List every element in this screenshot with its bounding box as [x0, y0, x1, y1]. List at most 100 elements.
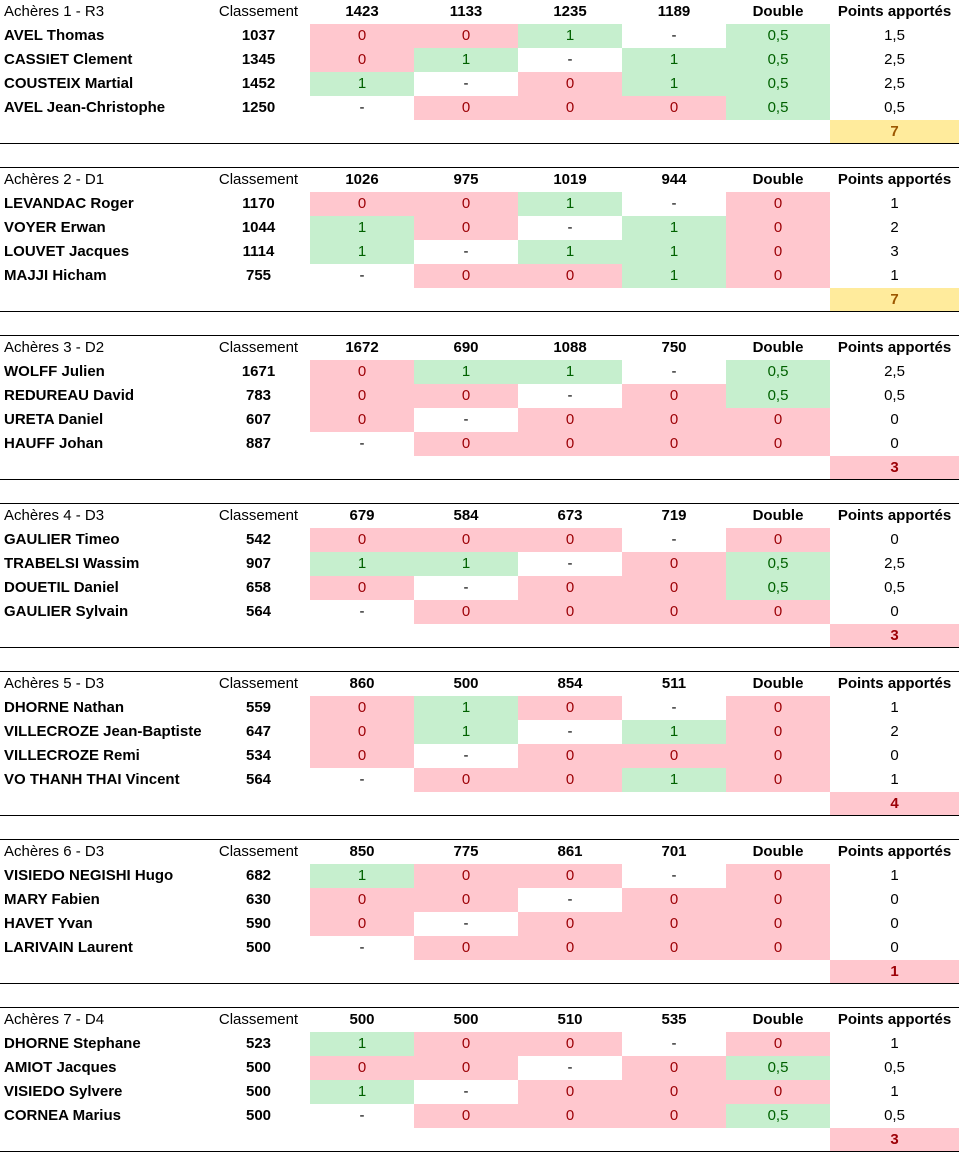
- match-result: -: [671, 195, 677, 212]
- classement-header: Classement: [218, 675, 299, 692]
- opponent-rank: 500: [453, 675, 479, 692]
- match-result: 1: [310, 864, 414, 888]
- player-row: REDUREAU David 783 0 0-0 0,5 0,5: [0, 384, 959, 408]
- match-result: 0: [310, 528, 414, 552]
- player-name: GAULIER Sylvain: [4, 603, 129, 620]
- player-name: AMIOT Jacques: [4, 1059, 117, 1076]
- points-value: 0,5: [884, 579, 905, 596]
- match-result: -: [359, 771, 365, 788]
- points-value: 1: [890, 867, 899, 884]
- match-result: 0: [310, 408, 414, 432]
- player-row: AMIOT Jacques 500 0 0-0 0,5 0,5: [0, 1056, 959, 1080]
- player-name: REDUREAU David: [4, 387, 135, 404]
- player-row: VOYER Erwan 1044 1 0-1 0 2: [0, 216, 959, 240]
- double-result: 0: [726, 528, 830, 552]
- points-value: 0: [890, 915, 899, 932]
- player-rank: 559: [245, 699, 272, 716]
- match-result: -: [359, 435, 365, 452]
- match-result: 0: [414, 216, 518, 240]
- double-result: 0: [726, 192, 830, 216]
- player-name: GAULIER Timeo: [4, 531, 120, 548]
- player-rank: 1250: [241, 99, 276, 116]
- player-row: HAUFF Johan 887-0 0 0 0 0: [0, 432, 959, 456]
- player-name: URETA Daniel: [4, 411, 104, 428]
- opponent-rank: 1189: [657, 3, 691, 20]
- match-result: 0: [310, 576, 414, 600]
- match-result: 0: [518, 1032, 622, 1056]
- row-divider: [0, 815, 959, 816]
- team-total: 7: [830, 120, 959, 144]
- row-divider: [0, 671, 959, 672]
- player-name: TRABELSI Wassim: [4, 555, 140, 572]
- team-total: 3: [830, 624, 959, 648]
- points-value: 0,5: [884, 99, 905, 116]
- player-name: AVEL Thomas: [4, 27, 105, 44]
- match-result: -: [671, 363, 677, 380]
- player-name: HAUFF Johan: [4, 435, 104, 452]
- opponent-rank: 701: [661, 843, 687, 860]
- player-rank: 564: [245, 603, 272, 620]
- player-rank: 607: [245, 411, 272, 428]
- opponent-rank: 1088: [553, 339, 587, 356]
- row-divider: [0, 311, 959, 312]
- opponent-rank: 750: [661, 339, 687, 356]
- row-divider: [0, 479, 959, 480]
- row-divider: [0, 1007, 959, 1008]
- points-value: 1: [890, 267, 899, 284]
- match-result: 0: [518, 408, 622, 432]
- match-result: -: [567, 891, 573, 908]
- team-header-row: Achères 5 - D3 Classement 860 500 854 511 Doub…: [0, 672, 959, 696]
- team-total: 7: [830, 288, 959, 312]
- double-result: 0,5: [726, 576, 830, 600]
- player-rank: 658: [245, 579, 272, 596]
- total-row: 3: [0, 456, 959, 480]
- classement-header: Classement: [218, 1011, 299, 1028]
- double-header: Double: [752, 171, 804, 188]
- opponent-rank: 1133: [449, 3, 483, 20]
- match-result: -: [463, 915, 469, 932]
- double-result: 0: [726, 768, 830, 792]
- points-value: 0: [890, 411, 899, 428]
- total-row: 4: [0, 792, 959, 816]
- team-total: 4: [830, 792, 959, 816]
- opponent-rank: 1235: [553, 3, 587, 20]
- match-result: 0: [310, 48, 414, 72]
- double-result: 0: [726, 936, 830, 960]
- double-result: 0,5: [726, 48, 830, 72]
- match-result: -: [359, 603, 365, 620]
- total-row: 7: [0, 288, 959, 312]
- match-result: 1: [622, 240, 726, 264]
- match-result: 0: [518, 696, 622, 720]
- match-result: -: [359, 1107, 365, 1124]
- total-row: 1: [0, 960, 959, 984]
- player-rank: 630: [245, 891, 272, 908]
- player-row: LEVANDAC Roger 1170 0 0 1-0 1: [0, 192, 959, 216]
- player-rank: 907: [245, 555, 272, 572]
- player-row: DHORNE Stephane 523 1 0 0-0 1: [0, 1032, 959, 1056]
- opponent-rank: 673: [557, 507, 583, 524]
- opponent-rank: 775: [453, 843, 479, 860]
- match-result: 1: [414, 360, 518, 384]
- player-rank: 500: [245, 939, 272, 956]
- opponent-rank: 584: [453, 507, 479, 524]
- player-name: LOUVET Jacques: [4, 243, 130, 260]
- player-row: TRABELSI Wassim 907 1 1 - 0 0,5 2,5: [0, 552, 959, 576]
- match-result: 1: [310, 216, 414, 240]
- points-value: 2,5: [884, 555, 905, 572]
- player-rank: 1037: [241, 27, 276, 44]
- player-row: CORNEA Marius 500-0 0 0 0,5 0,5: [0, 1104, 959, 1128]
- double-result: 0,5: [726, 72, 830, 96]
- total-row: 3: [0, 624, 959, 648]
- team-header-row: Achères 2 - D1 Classement 1026 975 1019 944 Do…: [0, 168, 959, 192]
- classement-header: Classement: [218, 843, 299, 860]
- row-divider: [0, 983, 959, 984]
- double-result: 0: [726, 432, 830, 456]
- double-result: 0,5: [726, 360, 830, 384]
- points-value: 2: [890, 219, 899, 236]
- player-name: VOYER Erwan: [4, 219, 106, 236]
- player-rank: 534: [245, 747, 272, 764]
- points-header: Points apportés: [837, 171, 952, 188]
- player-rank: 523: [245, 1035, 272, 1052]
- player-rank: 1170: [242, 195, 275, 212]
